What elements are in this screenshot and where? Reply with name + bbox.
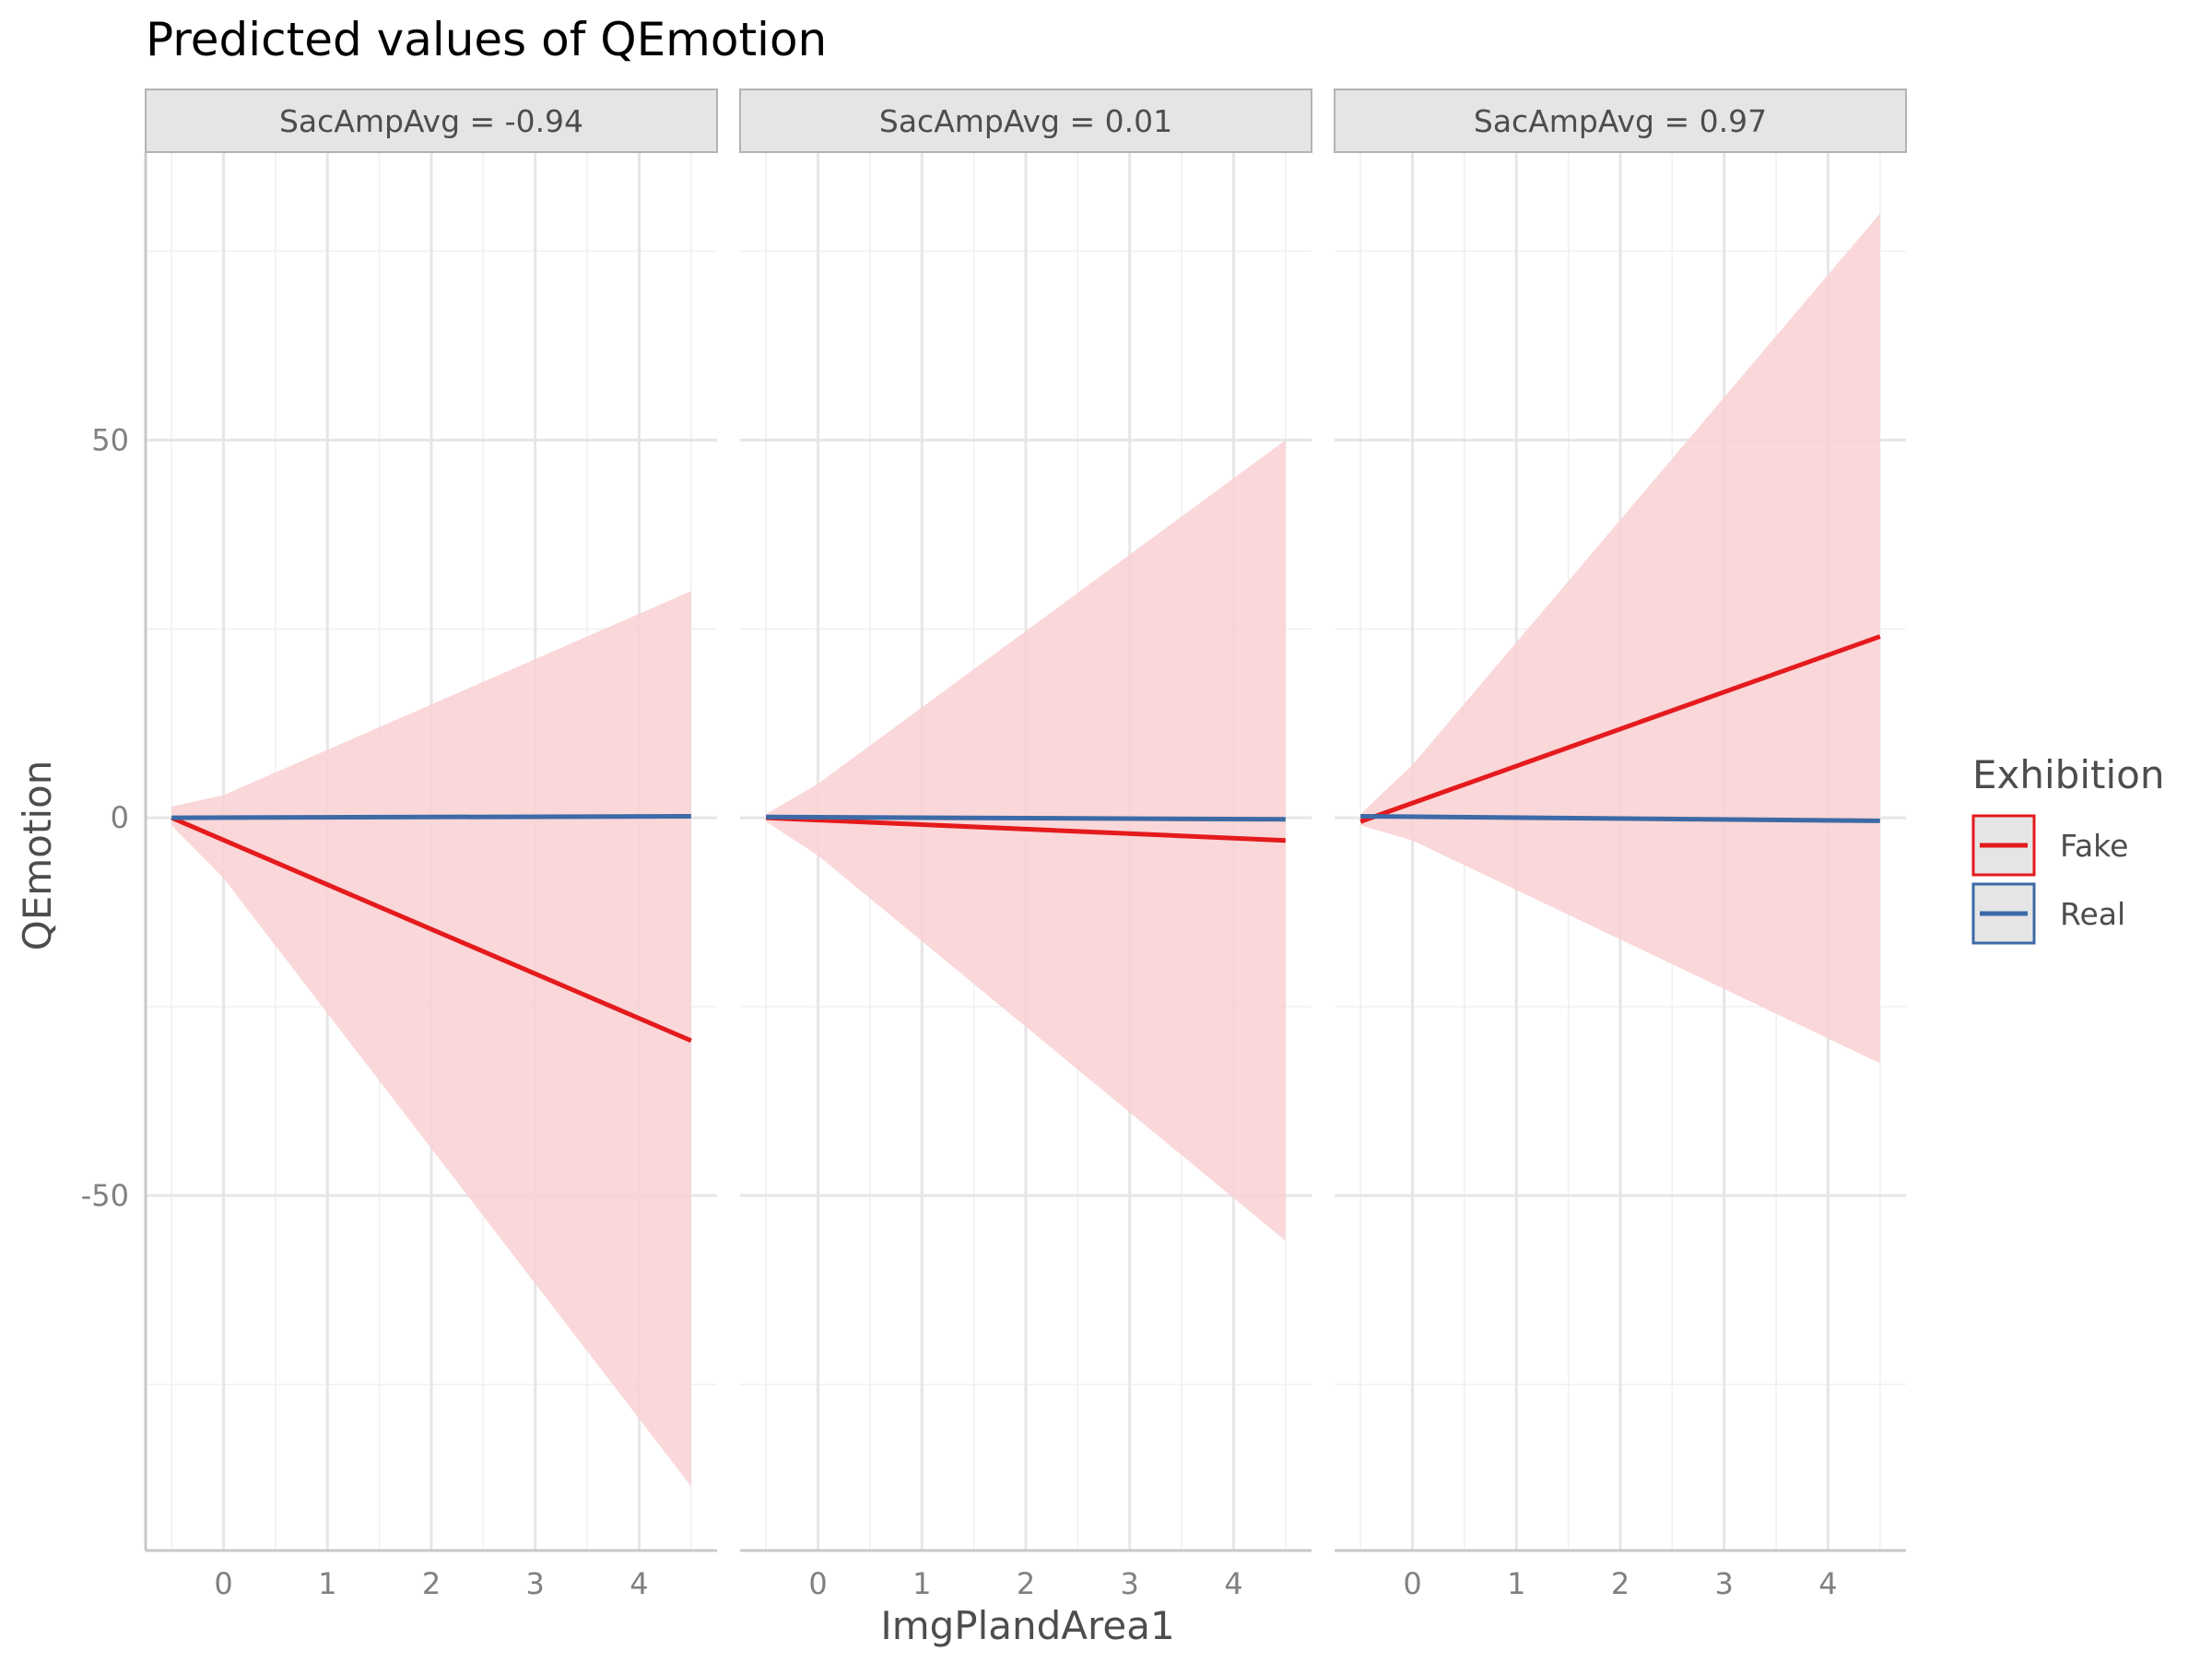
series-line-real <box>766 814 1286 822</box>
strip-box <box>1334 88 1907 153</box>
legend-label: Fake <box>2060 828 2128 864</box>
strip-box <box>145 88 718 153</box>
x-tick-label: 3 <box>1121 1566 1139 1601</box>
strip-label: SacAmpAvg = 0.97 <box>1474 103 1767 139</box>
legend: Exhibition Fake Real <box>1971 752 2164 945</box>
panel-3: SacAmpAvg = 0.97 0 1 2 3 4 <box>1334 88 1907 1601</box>
x-tick-label: 3 <box>526 1566 545 1601</box>
series-line-fake <box>171 815 692 1044</box>
x-tick-label: 0 <box>808 1566 827 1601</box>
x-tick-label: 2 <box>1611 1566 1630 1601</box>
x-tick-label: 1 <box>1507 1566 1525 1601</box>
x-tick-label: 4 <box>1818 1566 1837 1601</box>
x-axis-title: ImgPlandArea1 <box>880 1603 1174 1648</box>
x-tick-label: 2 <box>422 1566 441 1601</box>
legend-label: Real <box>2060 896 2125 932</box>
y-axis-title: QEmotion <box>15 761 60 951</box>
series-line-fake <box>766 815 1286 843</box>
legend-item-real: Real <box>1971 882 2125 945</box>
strip-box <box>739 88 1312 153</box>
y-tick-label: -50 <box>81 1178 129 1213</box>
x-tick-label: 0 <box>214 1566 232 1601</box>
x-tick-label: 3 <box>1715 1566 1734 1601</box>
x-tick-label: 0 <box>1403 1566 1421 1601</box>
x-tick-label: 4 <box>629 1566 648 1601</box>
x-tick-label: 1 <box>318 1566 336 1601</box>
x-tick-label: 1 <box>912 1566 931 1601</box>
legend-item-fake: Fake <box>1971 814 2128 877</box>
x-tick-label: 2 <box>1017 1566 1035 1601</box>
series-line-real <box>1360 813 1880 823</box>
panel-1: SacAmpAvg = -0.94 0 1 2 3 4 -50 0 50 <box>81 88 718 1601</box>
series-line-fake <box>1359 634 1881 824</box>
y-tick-label: 0 <box>111 800 129 835</box>
chart-title: Predicted values of QEmotion <box>146 13 827 66</box>
strip-label: SacAmpAvg = -0.94 <box>279 103 583 139</box>
y-tick-label: 50 <box>91 422 129 457</box>
ci-ribbon-fake <box>1360 213 1880 1064</box>
strip-label: SacAmpAvg = 0.01 <box>879 103 1172 139</box>
legend-title: Exhibition <box>1972 752 2164 797</box>
series-line-real <box>171 813 691 820</box>
x-tick-label: 4 <box>1224 1566 1242 1601</box>
ci-ribbon-fake <box>766 440 1286 1242</box>
panel-2: SacAmpAvg = 0.01 0 1 2 3 4 <box>739 88 1312 1601</box>
